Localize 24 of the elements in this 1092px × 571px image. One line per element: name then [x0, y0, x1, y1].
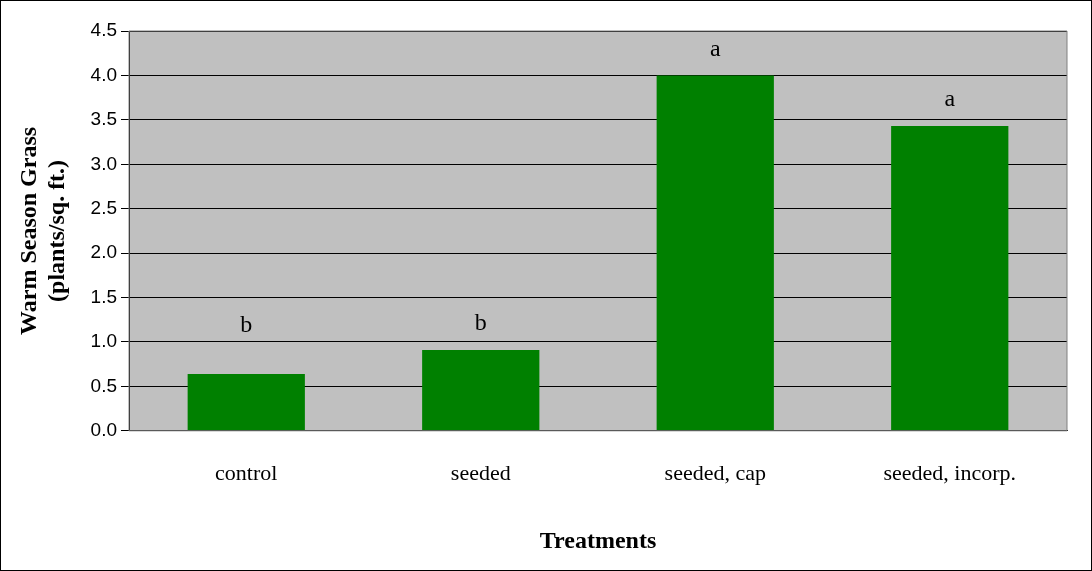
y-tick-label: 4.5 — [90, 19, 118, 41]
x-tick-label: seeded, incorp. — [883, 459, 1017, 485]
y-tick-label: 3.5 — [90, 108, 118, 130]
x-tick-label: seeded, cap — [664, 459, 766, 485]
bar — [187, 373, 305, 431]
y-tick-label: 0.5 — [90, 374, 118, 396]
annotation: b — [474, 309, 487, 336]
bar — [422, 349, 540, 431]
y-tick-label: 2.5 — [90, 196, 118, 218]
y-tick-label: 3.0 — [90, 152, 118, 174]
bar — [656, 75, 774, 431]
annotation: a — [944, 85, 956, 112]
y-tick-label: 2.0 — [90, 241, 118, 263]
y-tick-label: 4.0 — [90, 63, 118, 85]
y-tick-label: 1.0 — [90, 330, 118, 352]
x-axis-title: Treatments — [539, 526, 657, 553]
x-tick-label: seeded — [450, 459, 511, 485]
annotation: a — [709, 34, 721, 61]
y-tick-label: 0.0 — [90, 419, 118, 441]
annotation: b — [240, 311, 253, 338]
bar — [891, 126, 1009, 431]
x-tick-label: control — [215, 459, 278, 485]
y-axis-title: Warm Season Grass (plants/sq. ft.) — [14, 126, 70, 335]
y-tick-label: 1.5 — [90, 285, 118, 307]
